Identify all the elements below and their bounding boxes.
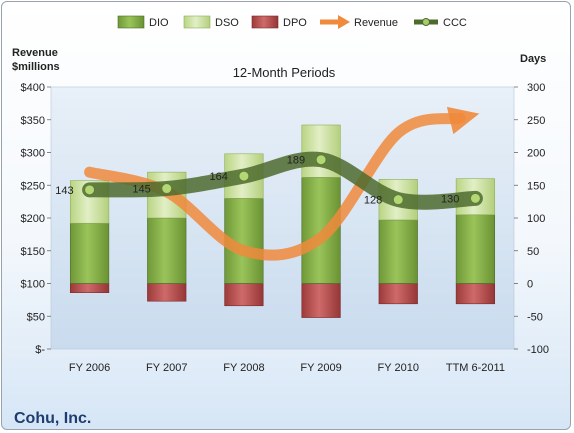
ccc-data-label: 128 [364, 195, 382, 207]
legend-swatch-dio [117, 15, 145, 29]
legend-label-dpo: DPO [283, 17, 307, 29]
y-right-tick-label: 100 [527, 213, 545, 225]
ccc-series: 143 145 164 189 128 130 [55, 151, 483, 210]
x-tick-label: FY 2008 [223, 362, 264, 374]
chart-subtitle: 12-Month Periods [233, 65, 336, 80]
x-tick-labels: FY 2006 FY 2007 FY 2008 FY 2009 FY 2010 TTM 6… [69, 362, 505, 374]
ccc-marker [161, 183, 173, 195]
y-right-tick-label: 250 [527, 115, 545, 127]
ccc-marker [315, 154, 327, 166]
ccc-marker [469, 192, 481, 204]
ccc-data-label: 164 [210, 171, 228, 183]
y-right-tick-label: -50 [527, 311, 543, 323]
y-left-tick-label: $400 [21, 82, 45, 94]
legend-label-dso: DSO [215, 17, 239, 29]
bar-dpo [69, 283, 110, 293]
x-tick-label: FY 2007 [146, 362, 187, 374]
y-left-tick-label: $350 [21, 115, 45, 127]
chart-svg: DIO DSO DPO Revenue CCC Revenue $million… [12, 15, 549, 427]
legend-label-revenue: Revenue [354, 17, 398, 29]
bar-dio [378, 219, 418, 284]
x-tick-label: TTM 6-2011 [446, 362, 505, 374]
bar-dio [455, 214, 496, 284]
ccc-data-label: 145 [132, 184, 150, 196]
y-left-tick-label: $100 [21, 279, 45, 291]
bar-dio [147, 217, 187, 284]
y-left-tick-label: $- [35, 344, 45, 356]
revenue-arrowhead [446, 106, 480, 135]
legend: DIO DSO DPO Revenue CCC [117, 15, 467, 29]
legend-swatch-dso [183, 15, 211, 29]
ccc-marker [238, 170, 250, 182]
bar-dio [69, 222, 110, 284]
y-left-tick-label: $150 [21, 246, 45, 258]
ccc-data-label: 189 [287, 155, 305, 167]
y-right-tick-label: 0 [527, 279, 533, 291]
legend-label-ccc: CCC [443, 17, 467, 29]
y-left-title-line2: $millions [12, 61, 60, 73]
y-left-tick-label: $250 [21, 180, 45, 192]
legend-arrowhead-revenue [338, 15, 350, 29]
y-left-tick-label: $50 [27, 311, 45, 323]
bar-dpo [301, 283, 341, 318]
legend-label-dio: DIO [149, 17, 169, 29]
y-left-tick-label: $200 [21, 213, 45, 225]
y-right-tick-label: 50 [527, 246, 539, 258]
y-right-tick-label: 150 [527, 180, 545, 192]
legend-swatch-dpo [251, 15, 279, 29]
ccc-data-label: 130 [441, 193, 459, 205]
y-right-tick-label: 200 [527, 148, 545, 160]
legend-marker-ccc [422, 18, 430, 26]
bar-dpo [147, 283, 187, 302]
ccc-data-label: 143 [55, 185, 73, 197]
y-left-title-line1: Revenue [12, 47, 58, 59]
bar-dpo [224, 283, 264, 307]
x-tick-label: FY 2010 [378, 362, 419, 374]
x-tick-label: FY 2006 [69, 362, 110, 374]
ccc-marker [392, 194, 404, 206]
chart-title: Cohu, Inc. [14, 410, 91, 427]
plot-area [50, 86, 515, 350]
ccc-marker [84, 184, 96, 196]
bar-dpo [455, 283, 496, 305]
y-left-ticks: $- $50 $100 $150 $200 $250 $300 $350 $400 [21, 82, 51, 356]
y-right-title: Days [520, 53, 546, 65]
y-right-ticks: -100 -50 0 50 100 150 200 250 300 [514, 82, 549, 356]
y-right-tick-label: 300 [527, 82, 545, 94]
y-left-tick-label: $300 [21, 148, 45, 160]
x-tick-label: FY 2009 [300, 362, 341, 374]
bar-dpo [378, 283, 418, 305]
y-right-tick-label: -100 [527, 344, 549, 356]
